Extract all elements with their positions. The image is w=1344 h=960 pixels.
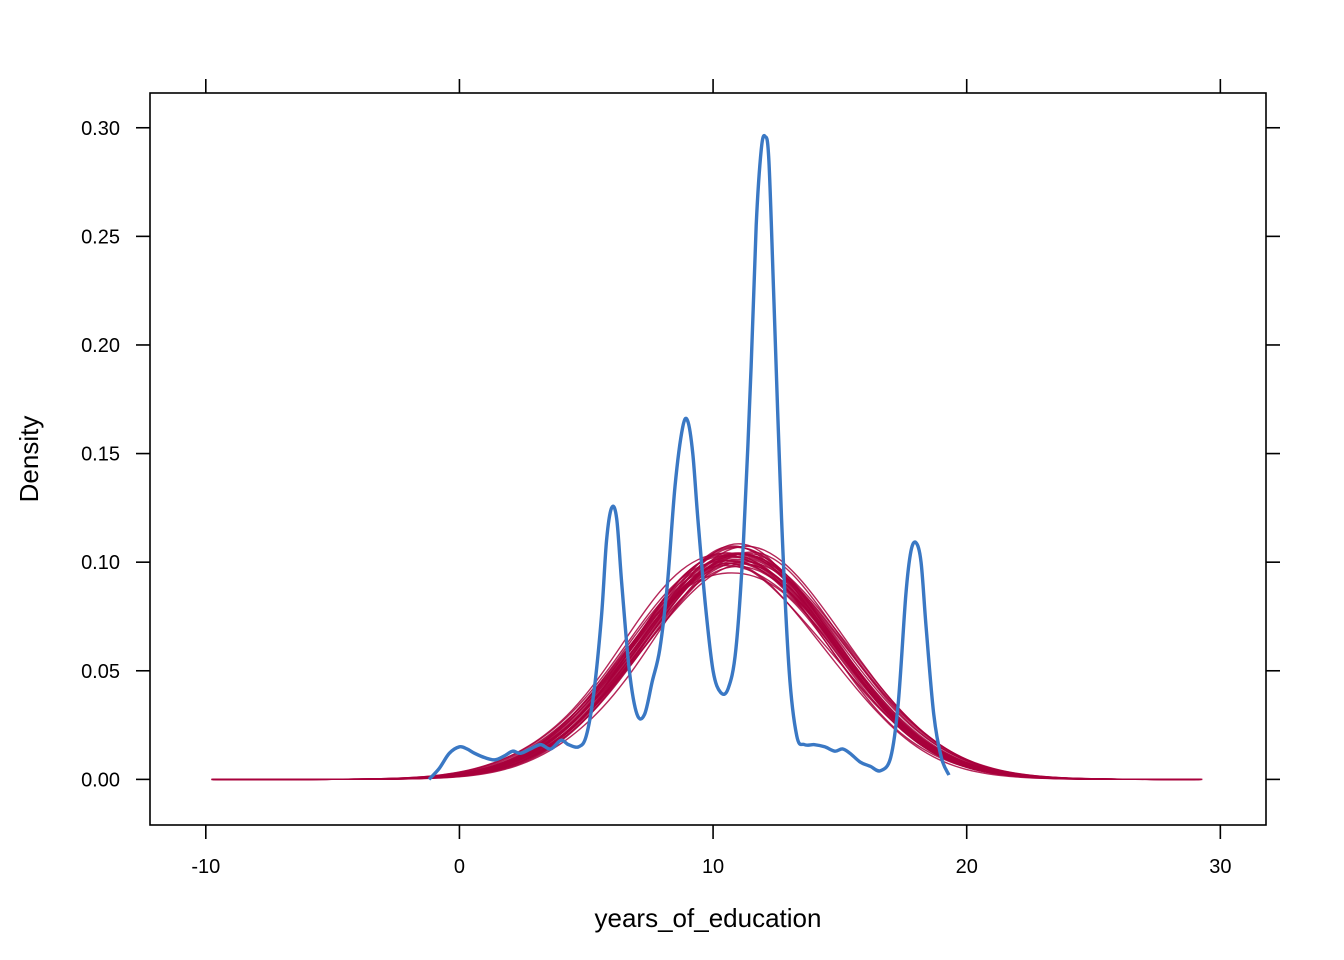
imputed-density-line [213,553,1191,781]
imputed-density-line [217,546,1195,781]
x-tick-label: 30 [1209,856,1231,878]
observed-density-line [427,133,951,781]
y-tick-label: 0.25 [81,226,120,248]
y-tick-label: 0.00 [81,769,120,791]
imputed-density-line [215,560,1200,781]
x-tick-label: 10 [702,856,724,878]
x-tick-label: 0 [454,856,465,878]
imputed-density-lines [211,543,1203,781]
observed-density-line-group [427,133,951,781]
y-axis-title: Density [14,416,44,503]
x-axis: -10 0 10 20 30 [191,79,1231,878]
plot-frame [149,92,1267,826]
y-tick-label: 0.15 [81,444,120,466]
y-tick-label: 0.10 [81,552,120,574]
imputed-density-line [212,555,1190,781]
imputed-density-line [222,554,1192,781]
imputed-density-line [213,559,1200,781]
imputed-density-line [212,558,1203,781]
y-axis: 0.00 0.05 0.10 0.15 0.20 0.25 0.30 [81,118,1280,791]
x-tick-label: -10 [191,856,220,878]
x-tick-label: 20 [956,856,978,878]
y-tick-label: 0.30 [81,118,120,140]
y-tick-label: 0.20 [81,335,120,357]
imputed-density-line [224,564,1195,781]
y-tick-label: 0.05 [81,661,120,683]
x-axis-title: years_of_education [595,903,822,933]
imputed-density-line [212,553,1191,781]
imputed-density-line [211,560,1194,781]
imputed-density-line [220,555,1201,781]
imputed-density-line [216,551,1199,781]
imputed-density-line [217,546,1195,781]
imputed-density-line [216,556,1196,781]
